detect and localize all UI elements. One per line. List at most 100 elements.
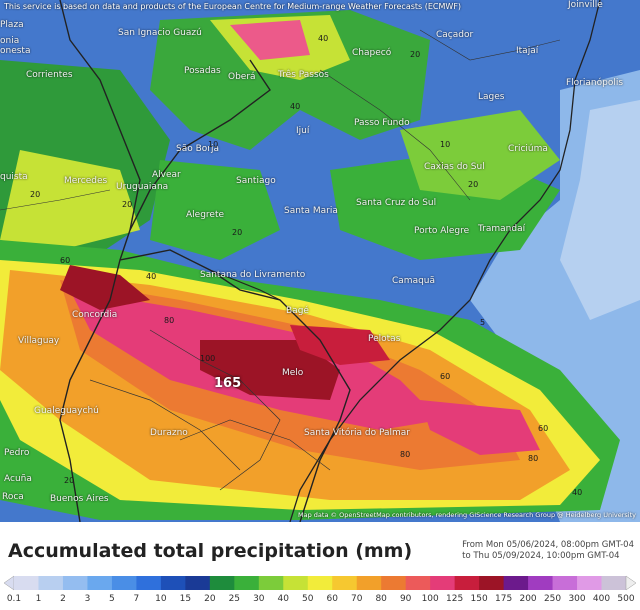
contour-label: 40	[290, 102, 301, 111]
legend-tick-label: 2	[60, 594, 66, 604]
legend-tick-label: 50	[302, 594, 314, 604]
city-label: Caxias do Sul	[424, 162, 485, 172]
legend-color-swatch	[87, 576, 113, 590]
city-label: Alegrete	[186, 210, 225, 220]
city-label: Roca	[2, 492, 24, 502]
city-label: Posadas	[184, 66, 221, 76]
legend-tick-label: 80	[375, 594, 387, 604]
city-label: Santa Vitória do Palmar	[304, 428, 411, 438]
city-label: Bagé	[286, 306, 309, 316]
city-label: Itajaí	[516, 46, 539, 56]
contour-label: 20	[30, 190, 41, 199]
contour-label: 40	[146, 272, 157, 281]
legend-tick-label: 1	[35, 594, 42, 604]
legend-tick-label: 200	[519, 594, 537, 604]
city-label: Villaguay	[18, 336, 60, 346]
legend-tick-label: 100	[421, 594, 439, 604]
legend-color-swatch	[356, 576, 382, 590]
legend-arrow-left	[3, 575, 15, 591]
legend-color-swatch	[577, 576, 603, 590]
city-label: São Borja	[176, 144, 219, 154]
city-label: Plaza	[0, 20, 24, 30]
legend-color-swatch	[479, 576, 505, 590]
legend-tick-label: 400	[592, 594, 611, 604]
city-label: Pelotas	[368, 334, 401, 344]
contour-label: 20	[468, 180, 479, 189]
contour-label: 20	[410, 50, 421, 59]
city-label: Criciúma	[508, 144, 548, 154]
contour-label: 5	[480, 318, 486, 327]
contour-label: 60	[440, 372, 451, 381]
legend-color-bar	[3, 575, 637, 591]
city-label: Santana do Livramento	[200, 270, 306, 280]
legend-tick-label: 500	[617, 594, 635, 604]
legend-color-swatch	[503, 576, 529, 590]
legend-color-swatch	[136, 576, 162, 590]
contour-label: 40	[572, 488, 583, 497]
legend-color-swatch	[258, 576, 284, 590]
legend-color-swatch	[209, 576, 235, 590]
data-source-disclaimer: This service is based on data and produc…	[4, 2, 462, 11]
city-label: quista	[0, 172, 28, 182]
legend-color-swatch	[62, 576, 88, 590]
legend-color-swatch	[601, 576, 627, 590]
city-label: Três Passos	[278, 70, 329, 80]
legend-color-swatch	[111, 576, 137, 590]
city-label: Corrientes	[26, 70, 73, 80]
city-label: Gualeguaychú	[34, 406, 99, 416]
legend-tick-label: 70	[350, 594, 363, 604]
city-label: Florianópolis	[566, 78, 624, 88]
legend-color-swatch	[430, 576, 456, 590]
city-label: San Ignacio Guazú	[118, 28, 202, 38]
legend-color-swatch	[283, 576, 309, 590]
legend-arrow-right	[625, 575, 637, 591]
city-label: Santiago	[236, 176, 276, 186]
legend-tick-label: 40	[277, 594, 289, 604]
legend-color-swatch	[454, 576, 480, 590]
period-from: From Mon 05/06/2024, 08:00pm GMT-04	[462, 540, 634, 550]
legend-tick-label: 125	[446, 594, 464, 604]
legend-color-swatch	[234, 576, 260, 590]
contour-label: 10	[208, 140, 219, 149]
legend-tick-label: 250	[543, 594, 562, 604]
city-label: Tramandaí	[478, 224, 526, 234]
contour-label: 20	[122, 200, 133, 209]
contour-label: 40	[318, 34, 329, 43]
contour-label: 80	[400, 450, 411, 459]
legend-color-swatch	[332, 576, 358, 590]
city-label: Durazno	[150, 428, 188, 438]
city-label: Acuña	[4, 474, 32, 484]
contour-label: 60	[538, 424, 549, 433]
contour-label: 10	[440, 140, 451, 149]
contour-label: 20	[232, 228, 243, 237]
legend-color-swatch	[14, 576, 39, 590]
city-label: Ijuí	[296, 126, 310, 136]
legend-tick-label: 300	[568, 594, 586, 604]
precipitation-map-layer	[0, 0, 640, 522]
city-label: Melo	[282, 368, 304, 378]
contour-label: 80	[528, 454, 539, 463]
contour-label: 20	[64, 476, 75, 485]
legend-tick-label: 0.1	[6, 594, 22, 604]
city-label: Joinville	[568, 0, 603, 10]
legend-tick-label: 30	[253, 594, 265, 604]
peak-value-label: 165	[214, 376, 242, 391]
legend-title: Accumulated total precipitation (mm)	[8, 540, 413, 562]
legend-tick-label: 60	[326, 594, 338, 604]
contour-label: 80	[164, 316, 175, 325]
city-label: Porto Alegre	[414, 226, 470, 236]
legend-tick-label: 90	[399, 594, 412, 604]
legend-tick-label: 5	[109, 594, 115, 604]
precipitation-map[interactable]: This service is based on data and produc…	[0, 0, 640, 522]
city-label: Santa Maria	[284, 206, 338, 216]
city-label: Caçador	[436, 30, 474, 40]
legend-tick-label: 3	[84, 594, 91, 604]
legend-color-swatch	[38, 576, 64, 590]
city-label: Passo Fundo	[354, 118, 410, 128]
city-label: Alvear	[152, 170, 181, 180]
city-label: Buenos Aires	[50, 494, 109, 504]
city-label: onia	[0, 36, 20, 46]
city-label: Lages	[478, 92, 505, 102]
contour-label: 60	[60, 256, 71, 265]
